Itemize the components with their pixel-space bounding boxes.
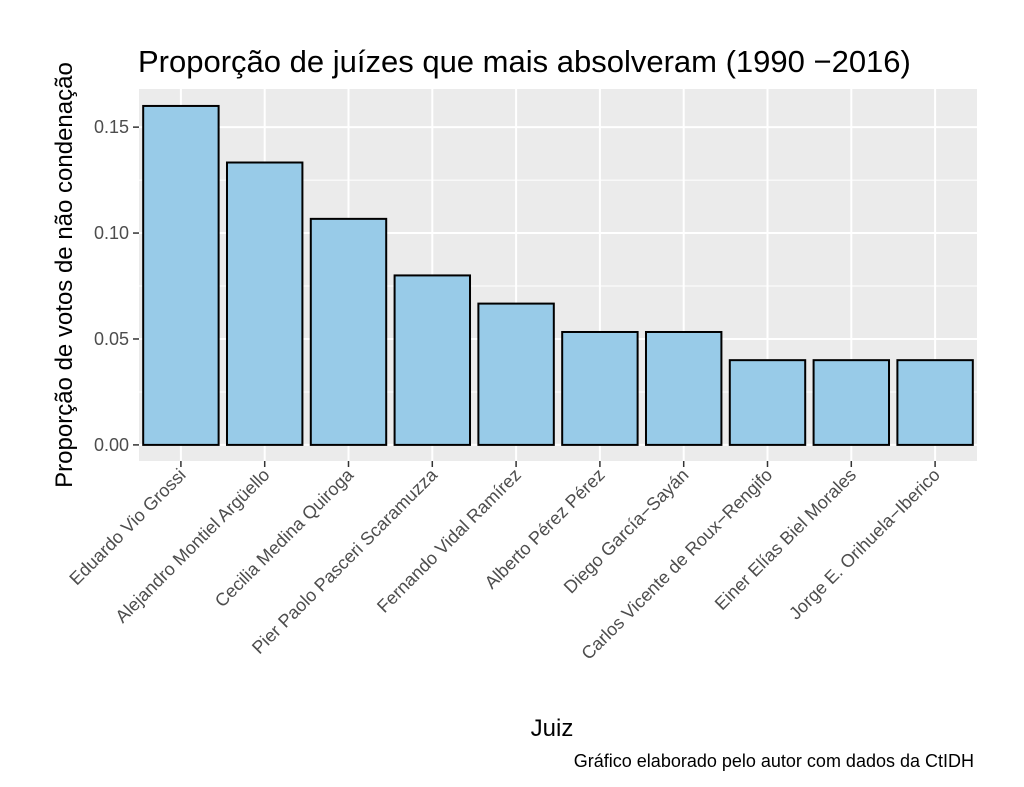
y-axis: 0.00 0.05 0.10 0.15 xyxy=(94,117,139,455)
bar xyxy=(477,302,555,446)
x-tick-label: Jorge E. Orihuela−Iberico xyxy=(785,465,944,624)
y-axis-title: Proporção de votos de não condenação xyxy=(51,62,78,488)
y-tick-label: 0.00 xyxy=(94,435,129,455)
bar xyxy=(812,359,891,446)
x-tick-label: Pier Paolo Pasceri Scaramuzza xyxy=(248,464,442,658)
bar xyxy=(896,359,974,446)
y-tick-label: 0.10 xyxy=(94,223,129,243)
bar xyxy=(728,359,807,446)
y-tick-label: 0.05 xyxy=(94,329,129,349)
bar xyxy=(644,330,723,446)
y-tick-label: 0.15 xyxy=(94,117,129,137)
chart-title: Proporção de juízes que mais absolveram … xyxy=(138,44,911,79)
chart-caption: Gráfico elaborado pelo autor com dados d… xyxy=(574,751,974,771)
bar xyxy=(561,330,639,446)
x-tick-label: Cecilia Medina Quiroga xyxy=(211,464,358,611)
bar xyxy=(393,274,472,446)
x-tick-label: Alejandro Montiel Argüello xyxy=(112,465,274,627)
x-axis-title: Juiz xyxy=(531,715,574,742)
x-tick-label: Einer Elías Biel Morales xyxy=(711,465,860,614)
bars xyxy=(142,104,974,446)
bar xyxy=(309,217,388,446)
bar xyxy=(225,161,304,446)
x-tick-label: Fernando Vidal Ramírez xyxy=(373,465,525,617)
bar xyxy=(142,104,220,446)
